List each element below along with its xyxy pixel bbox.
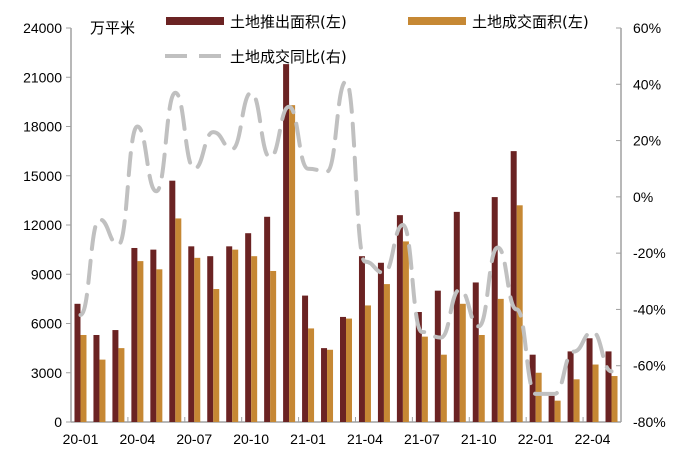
yoy-line bbox=[78, 79, 614, 396]
bar-series bbox=[74, 64, 618, 423]
bar bbox=[213, 289, 220, 422]
left-tick-label: 12000 bbox=[23, 217, 62, 233]
bar bbox=[478, 334, 485, 422]
bar bbox=[169, 180, 176, 422]
bar bbox=[308, 328, 315, 422]
legend-label-push: 土地推出面积(左) bbox=[230, 13, 347, 31]
bar bbox=[150, 249, 157, 422]
bar bbox=[586, 338, 593, 422]
bar bbox=[232, 249, 239, 422]
bar bbox=[283, 64, 290, 422]
x-tick-label: 22-04 bbox=[575, 431, 611, 447]
legend-label-yoy: 土地成交同比(右) bbox=[230, 48, 347, 66]
right-tick-label: -80% bbox=[633, 414, 666, 430]
bar bbox=[453, 211, 460, 422]
right-tick-label: 20% bbox=[633, 133, 661, 149]
legend-swatch-deal bbox=[408, 17, 466, 25]
bar bbox=[302, 295, 309, 422]
bar bbox=[491, 197, 498, 422]
bar bbox=[137, 261, 144, 422]
right-tick-label: -20% bbox=[633, 245, 666, 261]
bar bbox=[377, 262, 384, 422]
bar bbox=[567, 351, 574, 422]
bar bbox=[535, 372, 542, 422]
bar bbox=[459, 303, 466, 422]
bar bbox=[264, 216, 271, 422]
bar bbox=[80, 334, 87, 422]
bar bbox=[346, 318, 352, 422]
bar bbox=[321, 348, 328, 422]
bar bbox=[497, 298, 504, 422]
bar bbox=[548, 395, 555, 422]
bar bbox=[194, 257, 201, 422]
bar bbox=[592, 364, 599, 422]
bar bbox=[434, 290, 441, 422]
bar bbox=[472, 282, 479, 422]
left-tick-label: 15000 bbox=[23, 168, 62, 184]
bar bbox=[93, 334, 100, 422]
x-tick-label: 22-01 bbox=[518, 431, 554, 447]
bar bbox=[251, 256, 258, 422]
bar bbox=[207, 256, 214, 422]
bar bbox=[175, 218, 182, 422]
x-tick-label: 21-07 bbox=[404, 431, 440, 447]
x-tick-label: 20-07 bbox=[176, 431, 212, 447]
legend: 土地推出面积(左) 土地成交面积(左) 土地成交同比(右) bbox=[165, 13, 589, 66]
left-axis-labels: 0 3000 6000 9000 12000 15000 18000 21000 24000 bbox=[23, 20, 62, 430]
bar bbox=[131, 247, 138, 422]
bar bbox=[245, 233, 252, 422]
bar bbox=[529, 354, 536, 422]
bar bbox=[605, 351, 612, 422]
bar bbox=[440, 354, 447, 422]
bar bbox=[358, 256, 365, 422]
bar bbox=[415, 312, 422, 422]
bar bbox=[402, 241, 409, 422]
right-tick-label: -60% bbox=[633, 358, 666, 374]
right-tick-label: 60% bbox=[633, 20, 661, 36]
left-axis-unit: 万平米 bbox=[90, 19, 135, 37]
bar bbox=[156, 269, 163, 422]
x-tick-label: 20-04 bbox=[119, 431, 155, 447]
x-tick-label: 21-04 bbox=[347, 431, 383, 447]
bar bbox=[188, 246, 195, 422]
bar bbox=[510, 151, 517, 422]
bar bbox=[74, 303, 81, 422]
left-tick-label: 21000 bbox=[23, 69, 62, 85]
legend-swatch-push bbox=[166, 17, 224, 25]
right-axis-labels: -80% -60% -40% -20% 0% 20% 40% 60% bbox=[633, 20, 666, 430]
left-tick-label: 0 bbox=[54, 414, 62, 430]
legend-label-deal: 土地成交面积(左) bbox=[472, 13, 589, 31]
left-tick-label: 24000 bbox=[23, 20, 62, 36]
bar bbox=[270, 270, 277, 422]
x-tick-label: 21-01 bbox=[290, 431, 326, 447]
left-tick-label: 3000 bbox=[31, 365, 62, 381]
left-tick-label: 9000 bbox=[31, 266, 62, 282]
yoy-line-series bbox=[78, 79, 614, 396]
bar bbox=[226, 246, 233, 422]
right-tick-label: 40% bbox=[633, 76, 661, 92]
bar bbox=[383, 284, 390, 422]
bar bbox=[364, 305, 371, 422]
right-tick-label: 0% bbox=[633, 189, 653, 205]
bar bbox=[289, 105, 296, 423]
bar bbox=[99, 359, 106, 422]
bar bbox=[396, 215, 403, 422]
x-tick-label: 21-10 bbox=[461, 431, 497, 447]
x-axis-labels: 20-01 20-04 20-07 20-10 21-01 21-04 21-07 21-10… bbox=[63, 431, 611, 447]
left-tick-label: 6000 bbox=[31, 316, 62, 332]
bar bbox=[327, 349, 334, 422]
x-tick-label: 20-10 bbox=[233, 431, 269, 447]
bar bbox=[421, 336, 428, 422]
bar bbox=[611, 376, 618, 422]
right-tick-label: -40% bbox=[633, 301, 666, 317]
bar bbox=[112, 330, 119, 422]
left-tick-label: 18000 bbox=[23, 119, 62, 135]
bar bbox=[554, 400, 561, 422]
bar bbox=[340, 316, 346, 422]
bar bbox=[118, 348, 125, 422]
bar bbox=[573, 379, 580, 422]
x-tick-label: 20-01 bbox=[63, 431, 99, 447]
